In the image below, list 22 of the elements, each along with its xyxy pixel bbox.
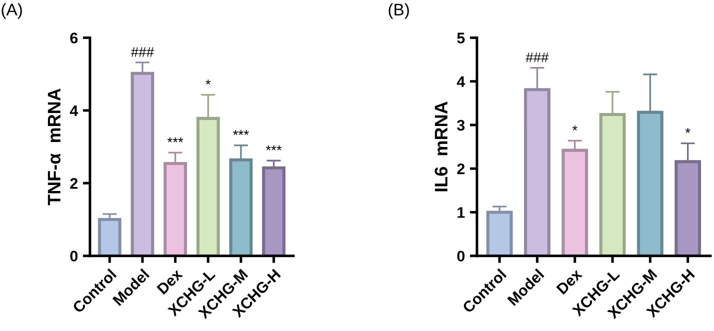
y-axis-title: IL6 mRNA — [434, 102, 448, 192]
chart-title: (B) — [388, 3, 409, 19]
annotation: *** — [233, 130, 249, 136]
y-tick-label: 5 — [457, 32, 465, 44]
annotation: * — [572, 125, 578, 130]
y-tick-label: 0 — [457, 250, 465, 262]
annotation: ### — [526, 52, 549, 62]
y-tick-label: 2 — [70, 178, 78, 189]
annotation: ### — [130, 47, 154, 57]
y-tick-label: 2 — [457, 163, 465, 174]
y-tick-label: 4 — [456, 76, 466, 87]
y-axis-title: TNF-α mRNA — [48, 88, 61, 206]
y-tick-label: 1 — [458, 207, 465, 218]
annotation: *** — [266, 145, 282, 150]
annotation: *** — [167, 137, 184, 142]
chart-title: (A) — [2, 3, 22, 19]
annotation: * — [206, 80, 211, 84]
y-tick-label: 0 — [70, 250, 78, 262]
y-tick-label: 3 — [457, 120, 465, 131]
annotation: * — [685, 128, 690, 133]
y-tick-label: 4 — [70, 105, 78, 116]
y-tick-label: 6 — [70, 32, 78, 44]
